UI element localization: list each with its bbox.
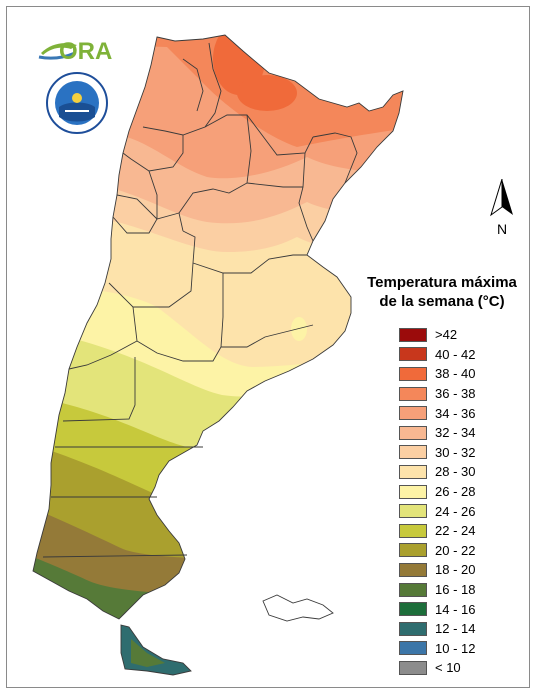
- islas-malvinas: [262, 594, 334, 622]
- legend-item: 32 - 34: [399, 423, 475, 443]
- legend-label: 20 - 22: [435, 542, 476, 558]
- ora-logo-text: ORA: [59, 38, 112, 65]
- legend-item: 30 - 32: [399, 443, 475, 463]
- legend-swatch: [399, 523, 427, 538]
- legend-item: >42: [399, 325, 475, 345]
- legend-label: 30 - 32: [435, 444, 476, 460]
- legend-label: 10 - 12: [435, 640, 476, 656]
- legend-list: >42 40 - 42 38 - 40 36 - 38 34 - 36 32 -…: [399, 325, 475, 678]
- legend-item: 16 - 18: [399, 580, 475, 600]
- legend-swatch: [399, 660, 427, 675]
- legend-swatch: [399, 562, 427, 577]
- legend-swatch: [399, 641, 427, 656]
- legend-label: 18 - 20: [435, 562, 476, 578]
- legend-swatch: [399, 621, 427, 636]
- legend-label: 28 - 30: [435, 464, 476, 480]
- legend-item: 26 - 28: [399, 482, 475, 502]
- province-boundaries: [32, 34, 404, 620]
- legend-label: 40 - 42: [435, 346, 476, 362]
- legend-item: 22 - 24: [399, 521, 475, 541]
- legend-item: 40 - 42: [399, 345, 475, 365]
- legend-swatch: [399, 602, 427, 617]
- legend-label: 14 - 16: [435, 601, 476, 617]
- legend-item: 18 - 20: [399, 560, 475, 580]
- legend-swatch: [399, 425, 427, 440]
- legend-swatch: [399, 543, 427, 558]
- legend-swatch: [399, 406, 427, 421]
- legend-label: 24 - 26: [435, 503, 476, 519]
- temperature-legend: Temperatura máxima de la semana (°C) >42…: [347, 273, 529, 675]
- legend-item: 14 - 16: [399, 599, 475, 619]
- legend-swatch: [399, 327, 427, 342]
- legend-item: 24 - 26: [399, 501, 475, 521]
- legend-label: 26 - 28: [435, 484, 476, 500]
- legend-label: >42: [435, 327, 458, 343]
- legend-item: 36 - 38: [399, 384, 475, 404]
- legend-swatch: [399, 484, 427, 499]
- north-arrow-label: N: [497, 221, 507, 237]
- legend-swatch: [399, 366, 427, 381]
- legend-label: 32 - 34: [435, 425, 476, 441]
- legend-title-line1: Temperatura máxima: [367, 274, 517, 291]
- legend-item: 34 - 36: [399, 403, 475, 423]
- legend-item: 10 - 12: [399, 639, 475, 659]
- institution-seal-logo: [46, 72, 108, 134]
- legend-label: 16 - 18: [435, 582, 476, 598]
- legend-swatch: [399, 445, 427, 460]
- legend-item: 20 - 22: [399, 541, 475, 561]
- tierra-del-fuego-band: [131, 639, 165, 667]
- legend-label: 12 - 14: [435, 621, 476, 637]
- legend-item: 28 - 30: [399, 462, 475, 482]
- legend-item: 12 - 14: [399, 619, 475, 639]
- legend-title-line2: de la semana (°C): [379, 293, 505, 310]
- legend-swatch: [399, 464, 427, 479]
- north-arrow: N: [490, 179, 513, 237]
- legend-label: 22 - 24: [435, 523, 476, 539]
- legend-label: 38 - 40: [435, 366, 476, 382]
- legend-swatch: [399, 582, 427, 597]
- legend-label: 34 - 36: [435, 405, 476, 421]
- legend-item: < 10: [399, 658, 475, 678]
- legend-item: 38 - 40: [399, 364, 475, 384]
- legend-label: < 10: [435, 660, 461, 676]
- legend-swatch: [399, 504, 427, 519]
- legend-swatch: [399, 347, 427, 362]
- legend-label: 36 - 38: [435, 386, 476, 402]
- ora-logo: ORA: [38, 38, 112, 65]
- map-frame: ORA N Temperatura máxima de la semana (°…: [6, 6, 530, 688]
- legend-swatch: [399, 386, 427, 401]
